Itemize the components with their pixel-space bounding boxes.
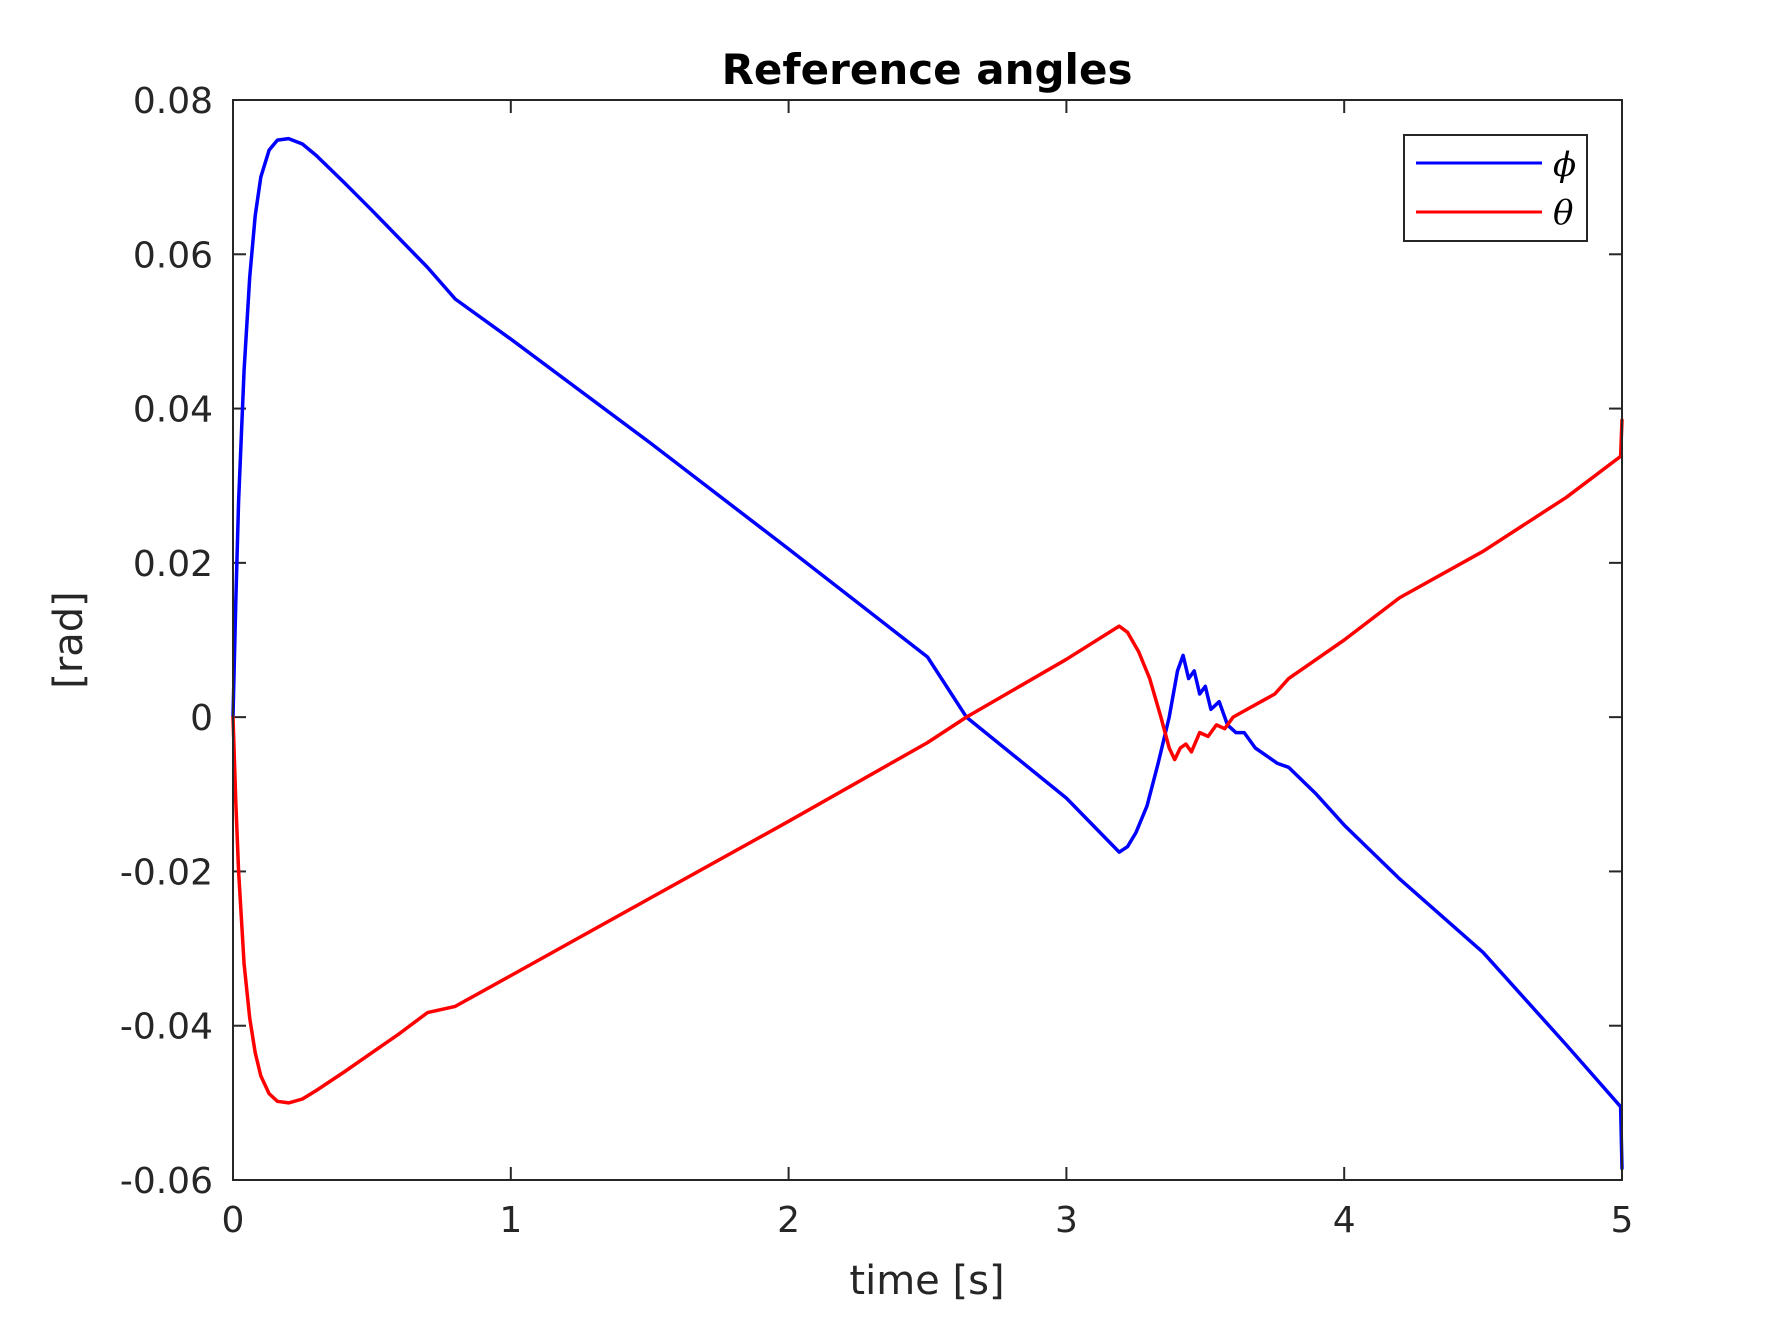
y-tick-label: 0 [190,698,213,739]
x-tick-label: 1 [499,1200,522,1241]
plot-area [233,100,1622,1180]
y-tick-label: -0.02 [120,852,213,893]
x-tick-label: 2 [777,1200,800,1241]
x-tick-label: 0 [222,1200,245,1241]
x-axis-label: time [s] [849,1258,1004,1304]
series-line-theta [231,418,1624,1105]
y-axis-label: [rad] [46,591,92,689]
y-tick-label: 0.02 [133,544,213,585]
x-tick-labels: 0 1 2 3 4 5 [222,1200,1634,1241]
x-tick-label: 5 [1611,1200,1634,1241]
series-line-phi [231,136,1624,1171]
x-tick-label: 3 [1055,1200,1078,1241]
series-lines [231,136,1624,1171]
legend-label-phi: ϕ [1553,145,1576,185]
y-tick-labels: -0.06 -0.04 -0.02 0 0.02 0.04 0.06 0.08 [120,81,213,1202]
chart-title: Reference angles [722,45,1133,94]
y-tick-label: 0.04 [133,390,213,431]
legend-box [1403,134,1588,242]
x-tick-label: 4 [1333,1200,1356,1241]
y-tick-label: 0.06 [133,235,213,276]
legend: ϕ θ [1403,134,1588,242]
legend-label-theta: θ [1553,193,1573,233]
plot-frame [232,99,1623,1181]
y-tick-label: 0.08 [133,81,213,122]
y-tick-label: -0.06 [120,1161,213,1202]
y-tick-label: -0.04 [120,1007,213,1048]
